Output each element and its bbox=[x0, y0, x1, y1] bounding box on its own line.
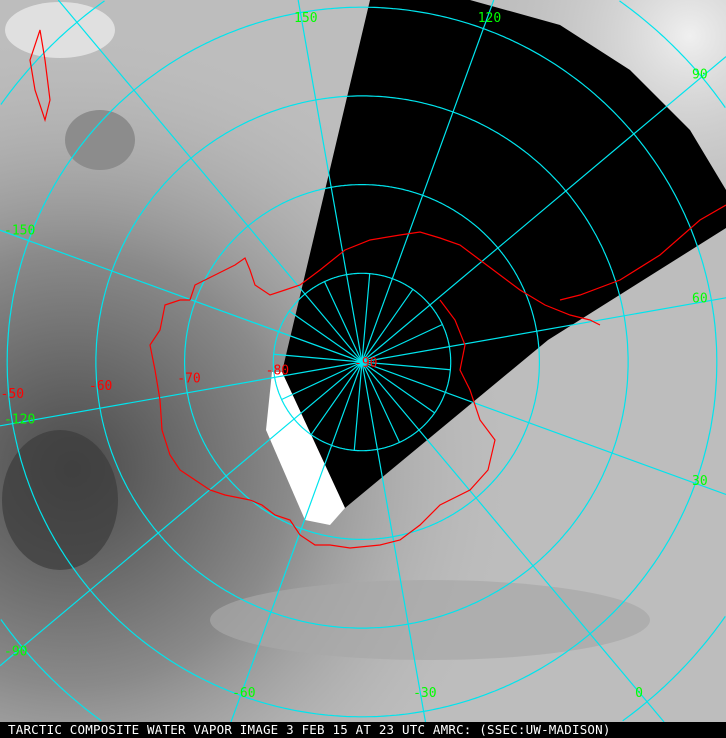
latitude-label: -60 bbox=[89, 379, 112, 394]
longitude-labels: 0 30 60 90 120 150 -150 -120 -90 -60 -30 bbox=[4, 11, 708, 701]
meridian-line bbox=[310, 361, 363, 436]
meridian-line bbox=[361, 361, 401, 443]
longitude-label: -60 bbox=[232, 686, 255, 701]
longitude-label: 60 bbox=[692, 291, 708, 306]
dry-band bbox=[210, 580, 650, 660]
meridian-line bbox=[0, 361, 363, 427]
longitude-label: 90 bbox=[692, 67, 708, 82]
meridian-line bbox=[361, 323, 443, 363]
meridian-line bbox=[361, 0, 495, 363]
meridian-line bbox=[288, 310, 363, 363]
meridian-line bbox=[281, 361, 363, 401]
meridian-line bbox=[361, 361, 436, 414]
meridian-line bbox=[361, 361, 665, 722]
latitude-circle bbox=[272, 272, 452, 452]
latitude-label: -80 bbox=[266, 364, 289, 379]
meridian-line bbox=[353, 361, 363, 451]
latitude-labels: -90 -80 -70 -60 -50 bbox=[1, 356, 378, 402]
meridian-line bbox=[361, 297, 726, 363]
longitude-label: -90 bbox=[4, 645, 27, 660]
longitude-label: 120 bbox=[478, 11, 501, 26]
meridian-line bbox=[361, 361, 726, 496]
map-canvas: 0 30 60 90 120 150 -150 -120 -90 -60 -30 -90 -80 -70… bbox=[0, 0, 726, 722]
longitude-label: -150 bbox=[4, 224, 35, 239]
meridian-line bbox=[361, 361, 451, 371]
latitude-circle bbox=[0, 0, 726, 722]
latitude-label: -70 bbox=[177, 371, 200, 386]
latitude-circle bbox=[95, 95, 629, 629]
meridian-line bbox=[0, 229, 363, 363]
meridian-line bbox=[361, 288, 414, 363]
dark-region bbox=[2, 430, 118, 570]
latitude-circle bbox=[6, 6, 718, 718]
latitude-circle bbox=[184, 184, 540, 540]
longitude-label: 150 bbox=[294, 11, 317, 26]
no-data-wedge bbox=[282, 0, 726, 508]
longitude-label: -30 bbox=[413, 686, 436, 701]
meridian-line bbox=[57, 0, 363, 363]
image-caption: TARCTIC COMPOSITE WATER VAPOR IMAGE 3 FE… bbox=[0, 722, 726, 738]
coastline bbox=[29, 29, 726, 549]
latitude-label: -90 bbox=[354, 356, 377, 371]
meridian-line bbox=[297, 0, 363, 363]
latitude-label: -50 bbox=[1, 387, 24, 402]
meridian-line bbox=[273, 353, 363, 363]
meridian-line bbox=[361, 273, 371, 363]
saturated-wedge bbox=[266, 372, 345, 525]
meridian-line bbox=[230, 361, 363, 722]
meridian-line bbox=[323, 281, 363, 363]
cloud-band bbox=[5, 2, 115, 58]
longitude-label: 0 bbox=[635, 686, 643, 701]
longitude-label: -120 bbox=[4, 413, 35, 428]
cloud-swirl bbox=[65, 110, 135, 170]
longitude-label: 30 bbox=[692, 474, 708, 489]
meridian-line bbox=[361, 56, 726, 363]
meridian-line bbox=[0, 361, 363, 667]
